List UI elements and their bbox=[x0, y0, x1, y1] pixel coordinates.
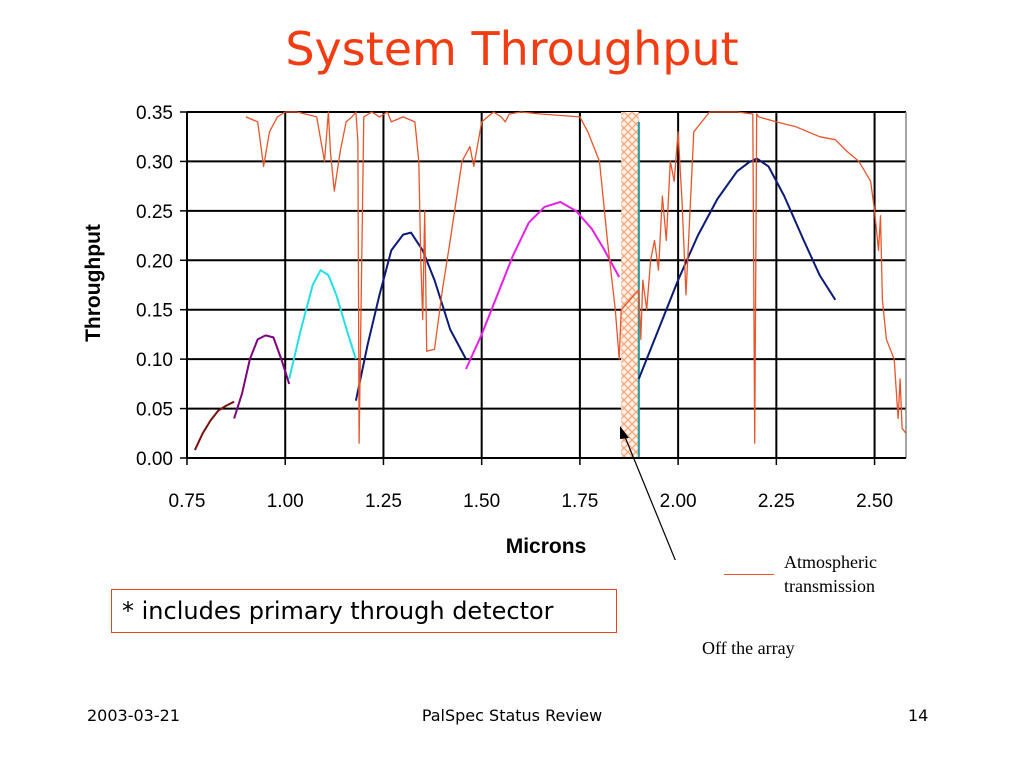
x-tick-label: 2.00 bbox=[660, 491, 697, 512]
y-tick-label: 0.05 bbox=[136, 400, 173, 421]
y-tick-label: 0.35 bbox=[136, 103, 173, 124]
throughput-band-line bbox=[193, 400, 235, 451]
throughput-band-line bbox=[354, 231, 467, 401]
legend-swatch-atmospheric bbox=[724, 574, 774, 575]
x-tick-label: 2.50 bbox=[856, 491, 893, 512]
x-axis-title: Microns bbox=[506, 535, 587, 558]
footer-date: 2003-03-21 bbox=[87, 706, 180, 725]
y-axis-title: Throughput bbox=[82, 224, 105, 342]
y-tick-label: 0.00 bbox=[136, 449, 173, 470]
axes bbox=[180, 111, 906, 465]
note-box: * includes primary through detector bbox=[111, 589, 617, 633]
off-array-band bbox=[621, 112, 640, 458]
x-tick-label: 0.75 bbox=[169, 491, 206, 512]
x-tick-label: 2.25 bbox=[758, 491, 795, 512]
x-tick-label: 1.75 bbox=[561, 491, 598, 512]
throughput-band-line bbox=[288, 269, 357, 380]
throughput-band-line bbox=[637, 157, 837, 380]
off-array-label: Off the array bbox=[702, 638, 795, 658]
callout-arrowhead bbox=[620, 426, 629, 439]
y-tick-label: 0.20 bbox=[136, 251, 173, 272]
grid-lines bbox=[187, 111, 907, 459]
x-tick-label: 1.00 bbox=[267, 491, 304, 512]
y-tick-label: 0.30 bbox=[136, 152, 173, 173]
y-tick-label: 0.10 bbox=[136, 350, 173, 371]
series-lines bbox=[193, 111, 907, 451]
throughput-chart: 0.00 0.05 0.10 0.15 0.20 0.25 0.30 0.35 0.75 1.00… bbox=[82, 103, 907, 560]
legend-label-line-1: Atmospheric bbox=[784, 552, 877, 572]
y-tick-label: 0.15 bbox=[136, 301, 173, 322]
y-tick-label: 0.25 bbox=[136, 202, 173, 223]
x-tick-label: 1.50 bbox=[463, 491, 500, 512]
throughput-band-line bbox=[465, 201, 621, 370]
off-array-region bbox=[621, 112, 639, 458]
slide-title: System Throughput bbox=[285, 22, 739, 76]
legend-label-atmospheric: Atmospheric transmission bbox=[784, 550, 924, 598]
callout-arrow-line bbox=[622, 431, 676, 560]
atmospheric-transmission-line bbox=[245, 111, 907, 444]
page-number: 14 bbox=[908, 706, 929, 725]
tick-labels: 0.00 0.05 0.10 0.15 0.20 0.25 0.30 0.35 0.75 1.00… bbox=[136, 103, 893, 512]
x-tick-label: 1.25 bbox=[365, 491, 402, 512]
legend-label-line-2: transmission bbox=[784, 576, 876, 596]
footer-title: PalSpec Status Review bbox=[421, 706, 603, 725]
throughput-band-line bbox=[233, 334, 291, 419]
